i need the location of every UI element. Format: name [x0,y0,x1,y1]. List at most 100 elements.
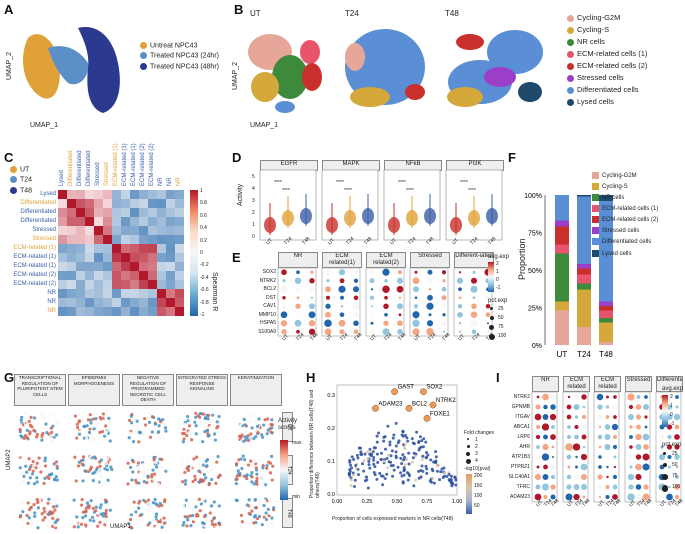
dotplot-dot [675,395,679,399]
umap-g-point [266,507,270,511]
umap-g-point [98,430,102,434]
dotplot-dot [541,423,550,431]
umap-g-point [101,412,105,416]
heatmap-c-cell [148,208,157,217]
umap-g-point [182,520,186,525]
dotplot-dot [644,425,648,429]
umap-g-point [267,499,272,503]
umap-g-point [19,472,23,476]
umap-g-point [188,514,192,518]
dotplot-e-pct-dot [488,334,495,340]
dotplot-dot [441,320,447,326]
umap-g-point [193,517,197,522]
dotplot-dot [340,295,344,300]
umap-g-point [143,416,147,421]
dotplot-dot [338,285,346,293]
umap-g-cell [181,497,222,529]
umap-g-point [270,418,274,422]
scatter-h-point [372,462,376,466]
legend-c-item: UT [10,166,32,174]
umap-g-point [261,464,265,468]
umap-g-point [134,510,138,514]
umap-g-point [212,500,216,504]
heatmap-c-cell [67,208,76,217]
umap-g-point [164,429,168,433]
dotplot-dot [310,296,314,299]
bar-f-segment [555,244,569,254]
scatter-h-point [392,433,396,437]
violin-d-ylabel: Activity [237,183,244,206]
scatter-h-pv-tick: 50 [474,503,480,509]
umap-g-point [209,464,213,468]
dotplot-gene-label: GPNMB [511,404,530,410]
legend-b-item: Cycling-G2M [567,14,682,22]
dotplot-dot [628,414,634,420]
dotplot-dot [598,495,602,499]
heatmap-c-cell [139,289,148,298]
scatter-h-point [353,478,357,482]
umap-g-point [193,420,197,424]
dotplot-gene-label: NTRK2 [513,394,530,400]
heatmap-c-cell [67,226,76,235]
heatmap-c-cell [175,226,184,235]
umap-g-point [194,514,199,518]
umap-g-point [207,470,211,474]
umap-g-point [137,501,141,505]
umap-g-point [201,463,206,467]
umap-g-point [181,523,185,527]
dotplot-dot [581,484,587,490]
bar-f-segment [599,301,613,306]
heatmap-c-cell [175,244,184,253]
scatter-h-point [403,455,407,459]
panel-label-h: H [306,370,316,385]
umap-g-point [127,418,132,423]
umap-g-point [205,426,209,430]
heatmap-c-cell [139,208,148,217]
scatter-h-point [407,451,411,455]
violin-d-sig: **** [398,180,406,186]
umap-g-point [239,526,243,530]
scatter-h-point [388,443,392,447]
umap-g-point [106,457,110,461]
dotplot-dot [629,445,633,449]
heatmap-c-cell [76,244,85,253]
heatmap-c-cell [121,235,130,244]
umap-g-point [127,522,131,526]
dotplot-dot [606,475,609,479]
umap-g-point [187,424,192,428]
dotplot-dot [426,277,434,285]
heatmap-c-cell [112,307,121,316]
umap-g-point [182,422,187,426]
heatmap-c-cell [166,208,175,217]
umap-g-point [161,418,165,422]
umap-g-point [88,455,92,459]
heatmap-c-cell [58,235,67,244]
dotplot-dot [666,444,673,450]
scatter-h-point [375,434,379,438]
dotplot-e-avg-title: avg.exp [488,254,510,260]
dotplot-dot [338,319,346,327]
dotplot-gene-label: SOX2 [262,269,276,276]
heatmap-c-cell [67,280,76,289]
dotplot-dot [628,484,634,490]
umap-g-point [187,505,191,509]
umap-g-point [206,417,210,421]
dotplot-dot [308,303,316,310]
umap-g-scale-title: Activity scores [278,418,298,431]
umap-g-point [210,438,214,442]
umap-g-point [160,457,164,461]
umap-g-point [128,431,132,435]
dotplot-dot [458,296,462,300]
heatmap-c-col-label: ECM-related (1) [122,143,128,186]
umap-g-cell [127,497,167,530]
umap-g-point [270,521,274,525]
violin-d-sig: **** [406,188,414,194]
heatmap-c-cell [148,244,157,253]
umap-g-point [41,518,45,522]
scatter-h-point [418,446,422,450]
heatmap-c-cell [76,217,85,226]
panel-label-f: F [508,150,516,165]
umap-g-point [29,519,33,523]
umap-g-point [84,506,88,511]
umap-g-point [143,423,148,427]
